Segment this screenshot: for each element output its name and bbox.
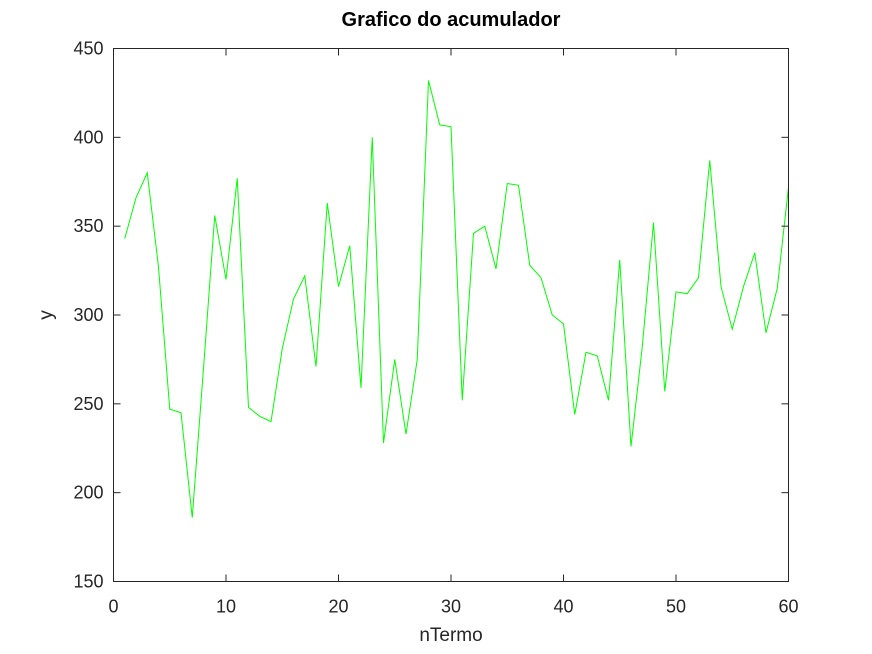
x-axis: 0 10 20 30 40 50 60 <box>108 48 799 617</box>
x-tick-label: 20 <box>328 597 348 617</box>
x-tick-label: 10 <box>216 597 236 617</box>
plot-area: 0 10 20 30 40 50 60 150 200 250 300 350 400 450 <box>73 39 798 617</box>
y-axis-label: y <box>36 310 57 320</box>
series-line-1 <box>124 80 789 518</box>
x-tick-label: 40 <box>553 597 573 617</box>
y-tick-label: 250 <box>73 394 103 414</box>
y-tick-label: 150 <box>73 572 103 592</box>
x-tick-label: 60 <box>778 597 798 617</box>
y-axis: 150 200 250 300 350 400 450 <box>73 39 789 592</box>
y-tick-label: 300 <box>73 305 103 325</box>
series-layer <box>124 80 789 518</box>
x-tick-label: 0 <box>108 597 118 617</box>
y-tick-label: 350 <box>73 216 103 236</box>
y-tick-label: 200 <box>73 483 103 503</box>
x-tick-label: 30 <box>441 597 461 617</box>
x-axis-label: nTermo <box>419 625 482 646</box>
y-tick-label: 450 <box>73 39 103 59</box>
y-tick-label: 400 <box>73 127 103 147</box>
chart-title: Grafico do acumulador <box>342 9 561 31</box>
x-tick-label: 50 <box>666 597 686 617</box>
